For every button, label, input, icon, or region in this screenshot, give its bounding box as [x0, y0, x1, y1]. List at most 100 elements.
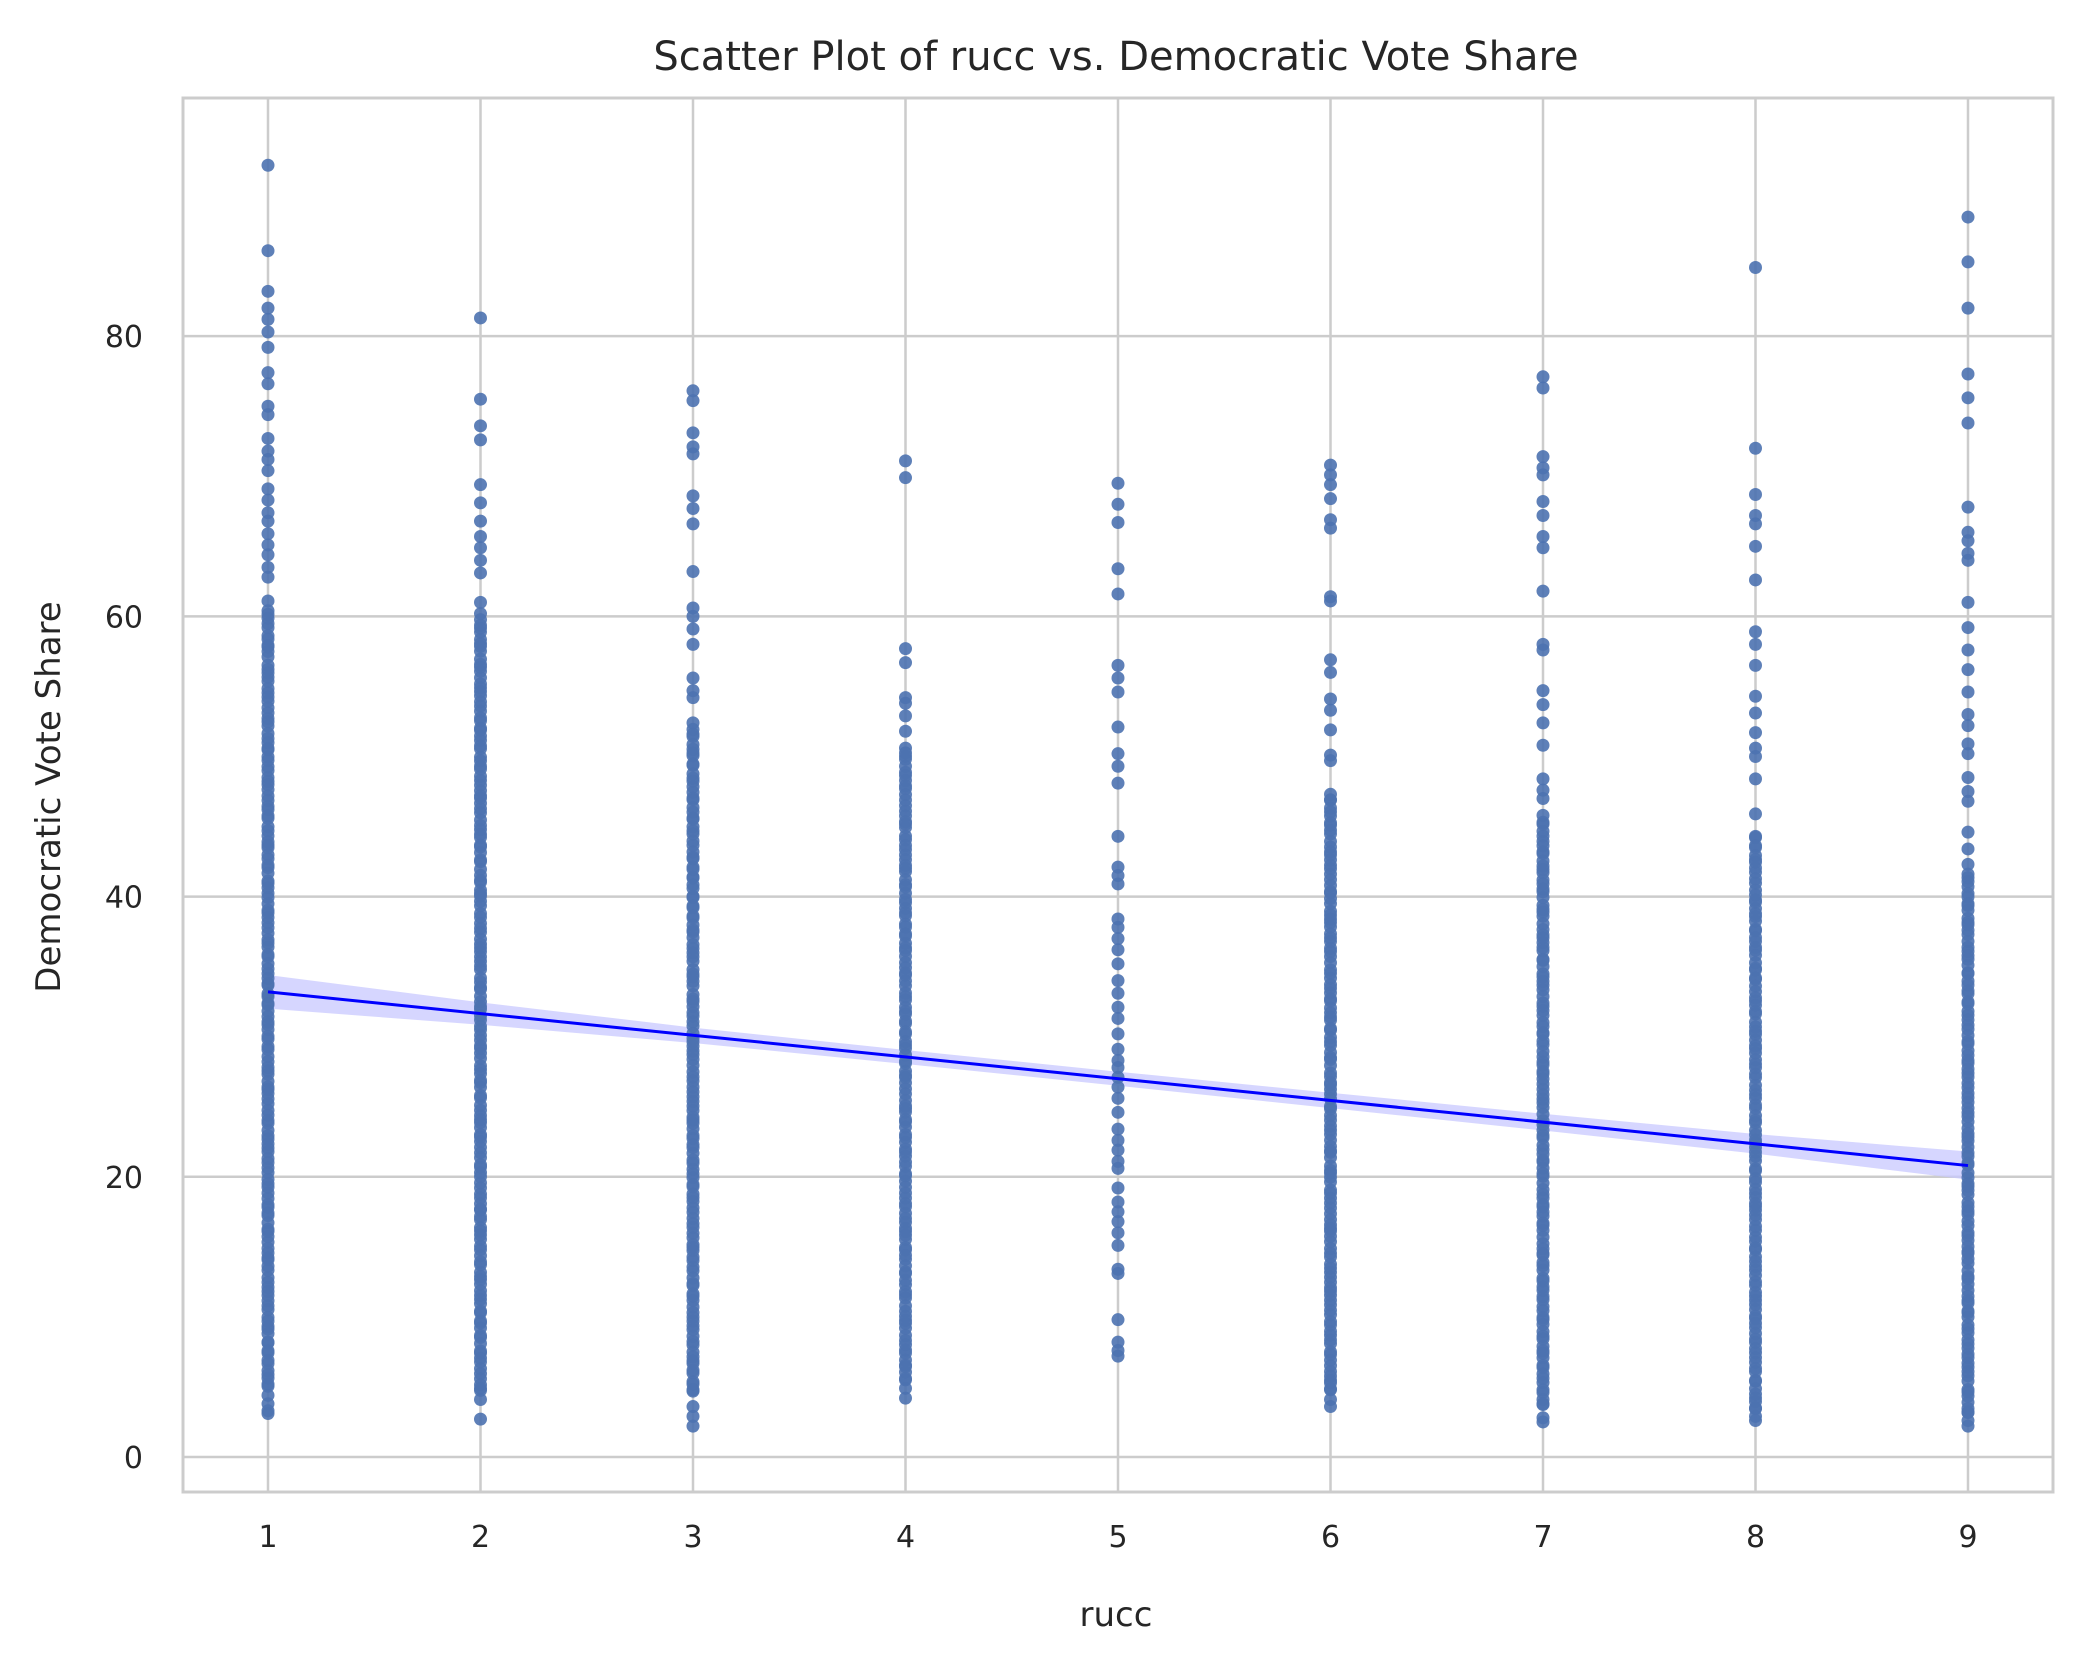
y-tick-label: 60 [105, 600, 143, 635]
data-point [261, 1388, 275, 1402]
data-point [1536, 584, 1550, 598]
data-point [1111, 1053, 1125, 1067]
data-point [1536, 698, 1550, 712]
data-point [686, 565, 700, 579]
regression-line-group [267, 990, 1969, 1168]
x-tick-label: 7 [1533, 1520, 1552, 1555]
data-point [1324, 787, 1337, 801]
data-point [1111, 943, 1125, 957]
data-point [1536, 370, 1550, 384]
data-point [261, 1377, 275, 1391]
data-point [1961, 685, 1975, 699]
data-point [686, 501, 700, 515]
data-point [261, 527, 275, 541]
data-point [1536, 530, 1550, 544]
data-point [1536, 684, 1550, 698]
data-point [1536, 541, 1550, 555]
data-point [686, 1409, 700, 1423]
data-point [1111, 829, 1125, 843]
data-point [1324, 468, 1337, 482]
data-point [1111, 1195, 1125, 1209]
data-point [899, 656, 912, 670]
data-point [1749, 689, 1762, 703]
series-rucc-8 [1749, 261, 1762, 1428]
data-point [1111, 1080, 1125, 1094]
data-point [474, 478, 487, 492]
data-point [261, 594, 275, 608]
data-point [686, 1419, 700, 1433]
y-axis-label: Democratic Vote Share [29, 601, 69, 992]
data-point [686, 1383, 700, 1397]
data-point [261, 340, 275, 354]
data-point [899, 1372, 912, 1386]
data-point [1111, 1335, 1125, 1349]
data-point [686, 671, 700, 685]
data-point [474, 514, 487, 528]
series-rucc-4 [899, 454, 912, 1405]
data-point [1961, 707, 1975, 721]
data-point [686, 394, 700, 408]
data-point [1111, 1000, 1125, 1014]
data-point [261, 301, 275, 315]
data-point [1111, 986, 1125, 1000]
data-point [1324, 492, 1337, 506]
data-point [899, 642, 912, 656]
data-point [1111, 759, 1125, 773]
data-point [474, 419, 487, 433]
data-point [1536, 716, 1550, 730]
data-point [1111, 1181, 1125, 1195]
data-point [1961, 784, 1975, 798]
data-point [1536, 1397, 1550, 1411]
data-point [686, 440, 700, 454]
data-point [261, 464, 275, 478]
data-point [686, 716, 700, 730]
data-point [474, 433, 487, 447]
data-point [1749, 706, 1762, 720]
data-point [1749, 637, 1762, 651]
x-tick-label: 9 [1958, 1520, 1977, 1555]
data-point [1324, 1393, 1337, 1407]
data-point [1111, 1011, 1125, 1025]
data-point [1749, 261, 1762, 275]
data-point [1749, 726, 1762, 740]
data-point [1324, 1383, 1337, 1397]
data-point [1961, 595, 1975, 609]
data-point [474, 392, 487, 406]
data-point [474, 595, 487, 609]
data-point [1111, 1313, 1125, 1327]
data-point [1961, 255, 1975, 269]
data-point [1961, 391, 1975, 405]
x-axis-label: rucc [1080, 1595, 1153, 1635]
data-point [1536, 783, 1550, 797]
data-point [474, 1381, 487, 1395]
data-point [474, 1412, 487, 1426]
data-point [1749, 829, 1762, 843]
data-point [261, 284, 275, 298]
data-point [261, 482, 275, 496]
data-point [1961, 416, 1975, 430]
data-point [1324, 692, 1337, 706]
y-tick-label: 0 [124, 1441, 143, 1476]
data-point [1536, 381, 1550, 395]
data-point [1324, 748, 1337, 762]
data-point [1961, 663, 1975, 677]
data-point [686, 384, 700, 398]
data-point [1111, 747, 1125, 761]
data-point [899, 1391, 912, 1405]
series-rucc-6 [1324, 458, 1337, 1414]
data-point [1749, 807, 1762, 821]
data-point [1324, 478, 1337, 492]
data-point [1961, 301, 1975, 315]
data-point [1111, 1205, 1125, 1219]
data-point [474, 496, 487, 510]
data-point [686, 637, 700, 651]
data-point [1324, 590, 1337, 604]
data-point [1961, 643, 1975, 657]
data-point [1324, 723, 1337, 737]
data-point [261, 548, 275, 562]
data-point [1749, 1401, 1762, 1415]
data-point [1961, 719, 1975, 733]
data-point [1111, 658, 1125, 672]
data-point [1324, 703, 1337, 717]
